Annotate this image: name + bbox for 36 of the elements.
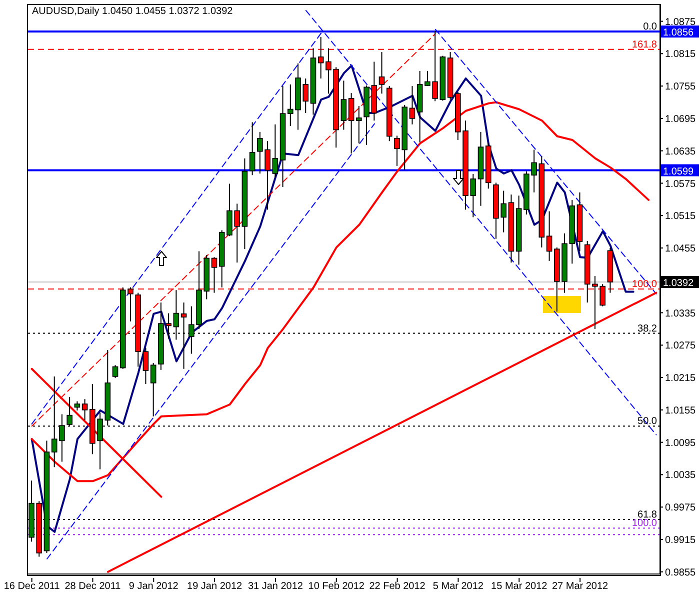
y-tick-label: 0.9975 (665, 502, 696, 514)
annotation: 38.2 (638, 323, 658, 334)
y-tick-label: 1.0815 (665, 49, 696, 60)
ref-line-label: 1.0599 (663, 166, 694, 178)
x-tick-label: 10 Feb 2012 (308, 581, 365, 592)
x-tick-label: 28 Dec 2011 (64, 581, 122, 592)
y-tick-label: 0.9855 (665, 567, 696, 578)
y-tick-label: 1.0695 (665, 114, 696, 125)
y-tick-label: 1.0755 (665, 82, 696, 93)
x-tick-label: 31 Jan 2012 (248, 581, 304, 592)
x-tick-label: 5 Mar 2012 (432, 581, 484, 592)
y-tick-label: 1.0035 (665, 470, 696, 482)
y-tick-label: 1.0335 (665, 308, 696, 320)
x-tick-label: 9 Jan 2012 (128, 581, 179, 592)
x-tick-label: 16 Dec 2011 (4, 581, 60, 592)
y-tick-label: 1.0635 (665, 146, 696, 158)
y-tick-label: 1.0455 (665, 244, 696, 255)
ref-line-label: 1.0856 (663, 28, 694, 39)
y-tick-label: 1.0515 (665, 211, 696, 222)
annotation: 100.0 (632, 518, 658, 530)
y-tick-label: 1.0275 (665, 340, 696, 352)
x-tick-label: 27 Mar 2012 (552, 581, 609, 592)
annotation: 0.0 (643, 22, 658, 33)
y-tick-label: 1.0215 (665, 373, 696, 384)
x-tick-label: 15 Mar 2012 (491, 581, 548, 592)
ref-line-label: 1.0392 (663, 278, 694, 289)
y-tick-label: 0.9915 (665, 535, 696, 546)
y-tick-label: 1.0095 (665, 438, 696, 449)
x-tick-label: 19 Jan 2012 (187, 581, 243, 592)
annotation: 61.8 (638, 509, 658, 520)
annotation: 161.8 (632, 39, 658, 50)
y-tick-label: 1.0875 (665, 16, 696, 28)
x-tick-label: 22 Feb 2012 (369, 581, 426, 592)
y-tick-label: 1.0575 (665, 178, 696, 190)
chart-title: AUDUSD,Daily 1.0450 1.0455 1.0372 1.0392 (32, 6, 233, 17)
y-tick-label: 1.0155 (665, 405, 696, 416)
